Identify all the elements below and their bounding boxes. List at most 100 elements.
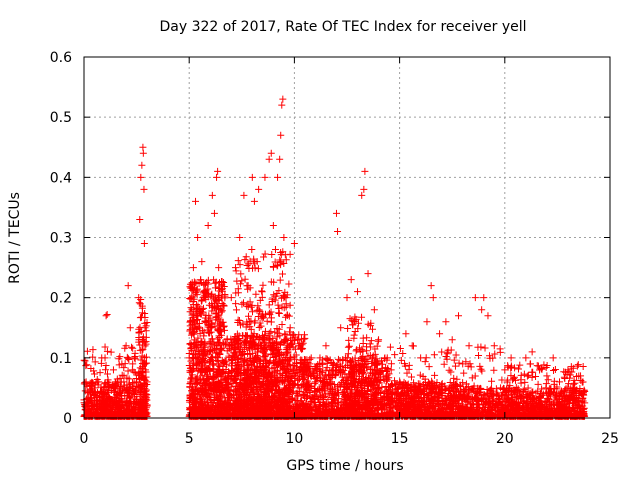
dense-point	[199, 347, 207, 355]
dense-point	[197, 276, 205, 284]
dense-point	[90, 370, 98, 378]
dense-point	[263, 317, 271, 325]
dense-point	[141, 338, 149, 346]
dense-point	[138, 346, 146, 354]
dense-point	[103, 347, 111, 355]
dense-point	[86, 381, 94, 389]
dense-point	[81, 412, 89, 420]
dense-point	[255, 324, 263, 332]
dense-point	[205, 339, 213, 347]
dense-point	[132, 395, 140, 403]
dense-point	[82, 411, 90, 419]
dense-point	[212, 381, 220, 389]
dense-point	[209, 361, 217, 369]
dense-point	[220, 302, 228, 310]
dense-point	[187, 344, 195, 352]
dense-point	[125, 375, 133, 383]
dense-point	[139, 403, 147, 411]
dense-point	[200, 332, 208, 340]
dense-point	[93, 403, 101, 411]
dense-point	[286, 250, 294, 258]
dense-point	[216, 320, 224, 328]
dense-point	[268, 251, 276, 259]
dense-point	[234, 257, 242, 265]
dense-point	[252, 290, 260, 298]
dense-point	[276, 276, 284, 284]
dense-point	[125, 355, 133, 363]
dense-point	[131, 349, 139, 357]
dense-point	[83, 347, 91, 355]
dense-point	[101, 343, 109, 351]
dense-point	[193, 373, 201, 381]
dense-point	[113, 403, 121, 411]
dense-point	[220, 283, 228, 291]
dense-point	[208, 307, 216, 315]
dense-point	[204, 370, 212, 378]
dense-point	[210, 294, 218, 302]
dense-point	[124, 354, 132, 362]
dense-point	[124, 367, 132, 375]
dense-point	[91, 358, 99, 366]
dense-point	[193, 387, 201, 395]
dense-point	[129, 344, 137, 352]
dense-point	[138, 369, 146, 377]
dense-point	[194, 302, 202, 310]
dense-point	[103, 370, 111, 378]
dense-point	[260, 313, 268, 321]
dense-point	[267, 318, 275, 326]
dense-point	[203, 412, 211, 420]
chart-title: Day 322 of 2017, Rate Of TEC Index for r…	[159, 19, 526, 35]
dense-point	[116, 353, 124, 361]
dense-point	[193, 380, 201, 388]
dense-point	[118, 406, 126, 414]
dense-point	[137, 356, 145, 364]
dense-point	[88, 411, 96, 419]
dense-point	[141, 391, 149, 399]
x-axis-label: GPS time / hours	[286, 458, 403, 474]
dense-point	[92, 392, 100, 400]
dense-point	[301, 334, 309, 342]
dense-point	[259, 281, 267, 289]
dense-point	[278, 270, 286, 278]
dense-point	[218, 387, 226, 395]
dense-point	[215, 332, 223, 340]
dense-point	[206, 314, 214, 322]
dense-point	[247, 303, 255, 311]
dense-point	[208, 399, 216, 407]
dense-point	[138, 309, 146, 317]
dense-point	[138, 352, 146, 360]
dense-point	[204, 396, 212, 404]
dense-point	[285, 280, 293, 288]
dense-point	[213, 395, 221, 403]
dense-point	[90, 367, 98, 375]
dense-point	[122, 412, 130, 420]
dense-point	[212, 278, 220, 286]
dense-point	[128, 343, 136, 351]
dense-point	[143, 318, 151, 326]
dense-point	[135, 370, 143, 378]
dense-point	[203, 278, 211, 286]
dense-point	[135, 412, 143, 420]
dense-point	[198, 364, 206, 372]
dense-point	[251, 319, 259, 327]
dense-point	[102, 362, 110, 370]
dense-point	[209, 373, 217, 381]
dense-point	[186, 340, 194, 348]
dense-point	[204, 328, 212, 336]
dense-point	[245, 264, 253, 272]
dense-point	[120, 381, 128, 389]
dense-point	[101, 366, 109, 374]
dense-point	[352, 347, 360, 355]
dense-point	[125, 399, 133, 407]
dense-point	[207, 354, 215, 362]
dense-point	[198, 357, 206, 365]
dense-point	[202, 387, 210, 395]
dense-point	[135, 299, 143, 307]
dense-point	[214, 371, 222, 379]
dense-point	[212, 391, 220, 399]
dense-point	[135, 406, 143, 414]
dense-point	[195, 319, 203, 327]
dense-point	[187, 378, 195, 386]
dense-point	[275, 310, 283, 318]
dense-point	[219, 323, 227, 331]
